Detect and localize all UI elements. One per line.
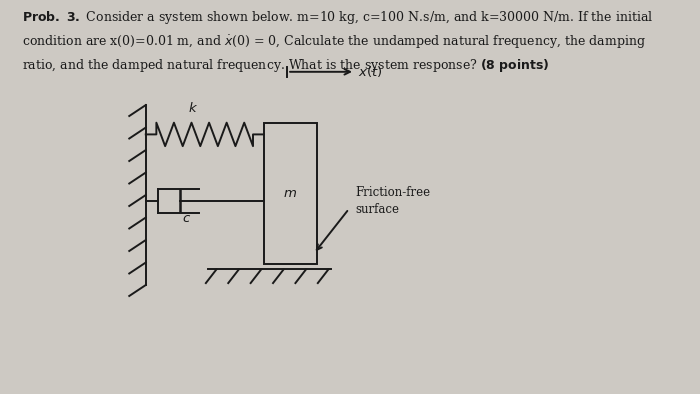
Text: $x(t)$: $x(t)$ [358,64,382,79]
Bar [264,123,316,264]
Text: $k$: $k$ [188,101,198,115]
Text: $\bf{Prob.\ 3.}$ Consider a system shown below. m=10 kg, c=100 N.s/m, and k=3000: $\bf{Prob.\ 3.}$ Consider a system shown… [22,9,654,74]
Text: $c$: $c$ [183,212,192,225]
Text: Friction-free
surface: Friction-free surface [355,186,430,216]
Text: $m$: $m$ [283,187,297,200]
